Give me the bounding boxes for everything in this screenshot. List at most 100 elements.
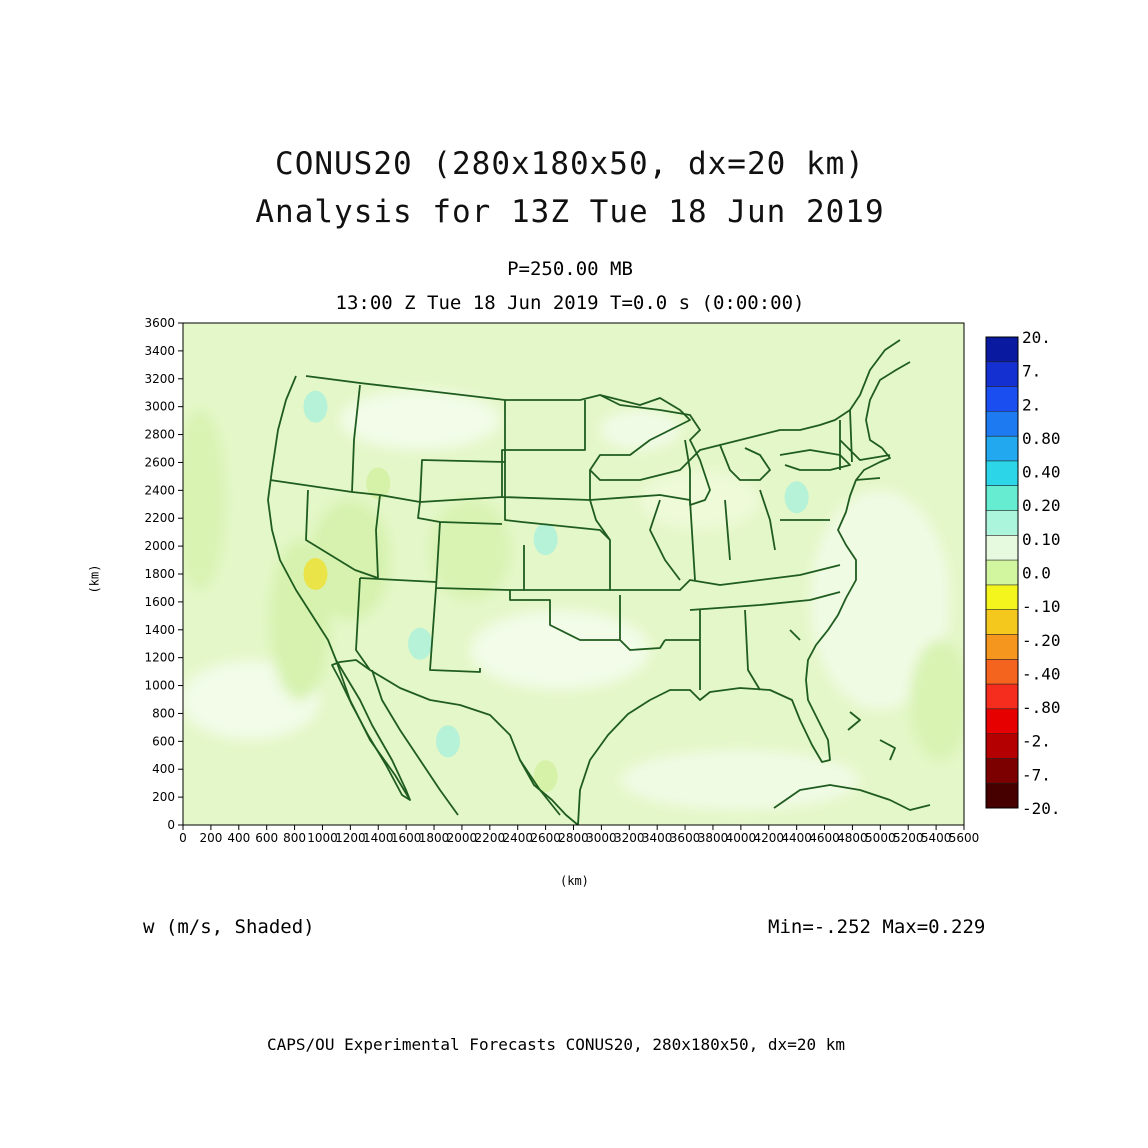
colorbar-label-11: -.80 [1022, 698, 1061, 717]
shaded-field [183, 390, 964, 810]
y-tick-label-11: 2200 [144, 511, 175, 525]
x-tick-label-23: 4600 [809, 831, 840, 845]
colorbar-swatch-5 [986, 460, 1018, 487]
colorbar-swatch-14 [986, 684, 1018, 710]
x-tick-label-11: 2200 [475, 831, 506, 845]
y-tick-label-12: 2400 [144, 483, 175, 497]
colorbar-label-8: -.10 [1022, 597, 1061, 616]
y-tick-label-2: 400 [152, 762, 175, 776]
field-feature-0 [303, 390, 328, 423]
y-axis-label: (km) [87, 564, 102, 594]
y-tick-label-17: 3400 [144, 344, 175, 358]
pressure-level-label: P=250.00 MB [507, 258, 633, 280]
mexico-coast [335, 659, 561, 816]
colorbar-swatch-3 [986, 411, 1018, 437]
valid-time-label: 13:00 Z Tue 18 Jun 2019 T=0.0 s (0:00:00… [335, 292, 805, 314]
boundary-lines [267, 339, 931, 825]
us-canada-border [305, 339, 901, 481]
x-tick-label-9: 1800 [419, 831, 450, 845]
y-tick-label-1: 200 [152, 790, 175, 804]
x-tick-label-27: 5400 [921, 831, 952, 845]
y-tick-label-9: 1800 [144, 567, 175, 581]
colorbar-swatch-10 [986, 584, 1018, 611]
colorbar-swatch-8 [986, 535, 1018, 561]
colorbar-label-9: -.20 [1022, 631, 1061, 650]
colorbar-label-13: -7. [1022, 765, 1051, 784]
colorbar: 20. 7. 2. 0.80 0.40 0.20 0.10 0.0 -.10 -.20 -.40 -.… [985, 328, 1061, 818]
state-lines [269, 384, 891, 691]
caribbean-islands [773, 711, 931, 811]
colorbar-label-5: 0.20 [1022, 496, 1061, 515]
colorbar-frame [985, 336, 1019, 809]
x-tick-label-12: 2400 [502, 831, 533, 845]
x-tick-label-18: 3600 [670, 831, 701, 845]
x-tick-label-8: 1600 [391, 831, 422, 845]
x-tick-label-2: 400 [227, 831, 250, 845]
colorbar-swatch-11 [986, 609, 1018, 635]
x-tick-label-15: 3000 [586, 831, 617, 845]
variable-label: w (m/s, Shaded) [143, 916, 315, 938]
x-axis: 0 200 400 600 800 100012001400160018002000220… [179, 825, 979, 845]
field-feature-6 [366, 467, 391, 500]
y-tick-label-16: 3200 [144, 372, 175, 386]
plot-title-line2: Analysis for 13Z Tue 18 Jun 2019 [255, 194, 885, 230]
x-tick-label-7: 1400 [363, 831, 394, 845]
x-tick-label-17: 3400 [642, 831, 673, 845]
colorbar-swatch-16 [986, 733, 1018, 759]
x-tick-label-6: 1200 [335, 831, 366, 845]
colorbar-label-1: 7. [1022, 362, 1041, 381]
colorbar-swatch-12 [986, 634, 1018, 660]
colorbar-label-10: -.40 [1022, 664, 1061, 683]
x-axis-label: (km) [560, 874, 589, 888]
y-tick-label-0: 0 [167, 818, 175, 832]
y-tick-label-10: 2000 [144, 539, 175, 553]
y-tick-label-7: 1400 [144, 623, 175, 637]
colorbar-label-2: 2. [1022, 395, 1041, 414]
field-feature-7 [533, 760, 558, 793]
x-tick-label-5: 1000 [307, 831, 338, 845]
colorbar-label-6: 0.10 [1022, 530, 1061, 549]
colorbar-swatch-15 [986, 708, 1018, 735]
colorbar-label-3: 0.80 [1022, 429, 1061, 448]
colorbar-swatch-1 [986, 361, 1018, 388]
x-tick-label-24: 4800 [837, 831, 868, 845]
colorbar-swatch-13 [986, 659, 1018, 685]
x-tick-label-13: 2600 [530, 831, 561, 845]
y-tick-label-13: 2600 [144, 455, 175, 469]
credit-line: CAPS/OU Experimental Forecasts CONUS20, … [267, 1035, 845, 1054]
x-tick-label-25: 5000 [865, 831, 896, 845]
x-tick-label-0: 0 [179, 831, 187, 845]
colorbar-label-7: 0.0 [1022, 564, 1051, 583]
y-tick-label-3: 600 [152, 734, 175, 748]
x-tick-label-16: 3200 [614, 831, 645, 845]
y-tick-label-15: 3000 [144, 400, 175, 414]
colorbar-swatch-18 [986, 783, 1018, 809]
plot-title-line1: CONUS20 (280x180x50, dx=20 km) [275, 146, 865, 182]
y-tick-label-4: 800 [152, 706, 175, 720]
colorbar-label-14: -20. [1022, 799, 1061, 818]
x-tick-label-3: 600 [255, 831, 278, 845]
field-feature-5 [303, 558, 328, 590]
x-tick-label-28: 5600 [949, 831, 980, 845]
y-axis: 0 200 400 600 800 1000 1200 1400 1600 1800 2000 220… [144, 316, 183, 832]
x-tick-label-22: 4400 [781, 831, 812, 845]
x-tick-label-14: 2800 [558, 831, 589, 845]
colorbar-swatch-7 [986, 510, 1018, 536]
colorbar-label-12: -2. [1022, 732, 1051, 751]
colorbar-label-4: 0.40 [1022, 463, 1061, 482]
x-tick-label-19: 3800 [698, 831, 729, 845]
x-tick-label-10: 2000 [447, 831, 478, 845]
colorbar-swatch-9 [986, 560, 1018, 586]
min-max-label: Min=-.252 Max=0.229 [768, 916, 986, 938]
field-features [303, 390, 809, 793]
y-tick-label-8: 1600 [144, 595, 175, 609]
x-tick-label-20: 4000 [726, 831, 757, 845]
colorbar-swatch-2 [986, 386, 1018, 412]
x-tick-label-21: 4200 [753, 831, 784, 845]
y-tick-label-18: 3600 [144, 316, 175, 330]
colorbar-swatch-0 [986, 337, 1018, 363]
x-tick-label-26: 5200 [893, 831, 924, 845]
us-coastline [267, 361, 911, 825]
field-feature-1 [533, 523, 558, 556]
